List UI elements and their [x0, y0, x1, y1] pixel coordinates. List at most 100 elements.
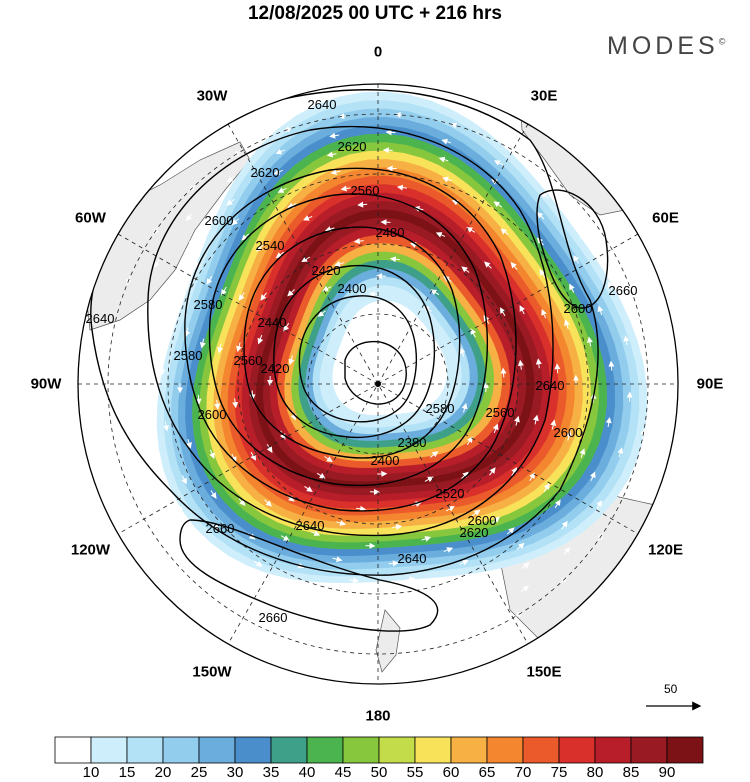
colorbar-swatch	[198, 736, 236, 764]
colorbar-tick-label: 15	[118, 764, 136, 781]
wind-arrow	[260, 292, 267, 301]
wind-arrow	[386, 165, 397, 172]
wind-arrow	[170, 526, 177, 536]
wind-arrow	[510, 262, 518, 270]
colorbar-tick-label: 25	[190, 764, 208, 781]
colorbar-tick-label: 75	[550, 764, 568, 781]
wind-arrow	[250, 451, 256, 461]
contour-label: 2560	[351, 183, 380, 198]
wind-arrow	[471, 613, 481, 620]
contour-line	[179, 519, 439, 632]
colorbar-tick-label: 85	[622, 764, 640, 781]
colorbar-tick-label: 10	[82, 764, 100, 781]
wind-arrow	[324, 226, 335, 232]
longitude-label: 60E	[652, 209, 679, 227]
wind-arrow	[563, 546, 571, 555]
colorbar-swatch	[450, 736, 488, 764]
colorbar-tick-label: 35	[262, 764, 280, 781]
wind-arrow	[238, 498, 246, 506]
contour-label: 2600	[564, 301, 593, 316]
colorbar-swatch	[234, 736, 272, 764]
wind-arrow	[324, 456, 333, 463]
contour-label: 2440	[258, 315, 287, 330]
wind-arrow	[587, 336, 593, 347]
contour-line	[243, 226, 461, 459]
wind-arrow	[152, 452, 159, 463]
wind-arrow	[520, 585, 530, 592]
wind-arrow	[514, 415, 520, 426]
contour-line	[344, 340, 407, 405]
wind-arrow	[589, 471, 596, 481]
wind-arrow	[489, 467, 496, 476]
wind-arrow	[199, 338, 206, 349]
colorbar-tick-label: 20	[154, 764, 172, 781]
map-disc	[78, 84, 678, 684]
colorbar-swatch	[90, 736, 128, 764]
colorbar-swatch	[414, 736, 452, 764]
wind-arrow	[310, 530, 321, 536]
colorbar-swatch	[630, 736, 668, 764]
wind-arrow	[405, 576, 416, 583]
longitude-label: 120E	[647, 541, 684, 559]
wind-arrow	[288, 355, 295, 366]
wind-arrow	[185, 213, 193, 222]
colorbar-swatch	[342, 736, 380, 764]
wind-arrow	[283, 322, 290, 332]
wind-arrow	[256, 244, 264, 252]
wind-arrow	[184, 327, 191, 338]
wind-arrow	[349, 577, 360, 584]
contour-label: 2600	[205, 213, 234, 228]
wind-arrow	[317, 310, 326, 317]
contour-label: 2640	[86, 311, 115, 326]
wind-arrow	[302, 215, 313, 221]
wind-arrow	[142, 477, 149, 487]
wind-arrow	[160, 287, 167, 297]
wind-arrow	[541, 308, 547, 319]
wind-arrow	[154, 258, 160, 268]
wind-arrow	[238, 292, 245, 301]
wind-arrow	[332, 556, 343, 563]
contour-line	[273, 264, 436, 439]
wind-arrow	[492, 423, 499, 434]
colorbar	[54, 736, 704, 764]
contour-label: 2420	[312, 263, 341, 278]
brand-name: MODES	[607, 32, 719, 60]
wind-arrow	[470, 328, 477, 338]
contour-line	[536, 189, 609, 309]
wind-arrow	[176, 504, 183, 513]
wind-arrow	[159, 365, 166, 376]
wind-arrow	[469, 575, 479, 581]
contour-line	[147, 125, 554, 537]
contour-label: 2660	[609, 283, 638, 298]
longitude-label: 0	[373, 43, 383, 61]
longitude-label: 30E	[530, 87, 558, 105]
colorbar-tick-label: 65	[478, 764, 496, 781]
wind-arrow	[521, 562, 530, 570]
wind-arrow	[516, 542, 525, 550]
contour-label: 2580	[174, 348, 203, 363]
wind-arrow	[144, 341, 151, 351]
wind-arrow	[415, 593, 426, 599]
wind-arrow	[484, 261, 492, 269]
wind-arrow	[360, 632, 371, 639]
wind-arrow	[466, 227, 476, 233]
vector-scale-label: 50	[664, 682, 678, 696]
wind-arrow	[461, 471, 469, 479]
longitude-label: 90E	[696, 375, 724, 393]
wind-arrow	[132, 310, 139, 321]
height-contours	[90, 89, 609, 632]
wind-arrow	[277, 187, 287, 193]
contour-label: 2580	[194, 297, 223, 312]
longitude-label: 180	[365, 707, 391, 725]
wind-arrow	[535, 358, 542, 369]
colorbar-swatch	[594, 736, 632, 764]
wind-arrow	[554, 363, 561, 374]
wind-arrow	[424, 476, 434, 483]
wind-arrow	[461, 266, 470, 273]
wind-arrow	[226, 198, 235, 206]
wind-arrow	[336, 520, 347, 526]
wind-arrow	[266, 444, 273, 453]
wind-arrow	[435, 232, 446, 238]
wind-arrow	[217, 343, 224, 354]
wind-arrow	[210, 490, 217, 499]
